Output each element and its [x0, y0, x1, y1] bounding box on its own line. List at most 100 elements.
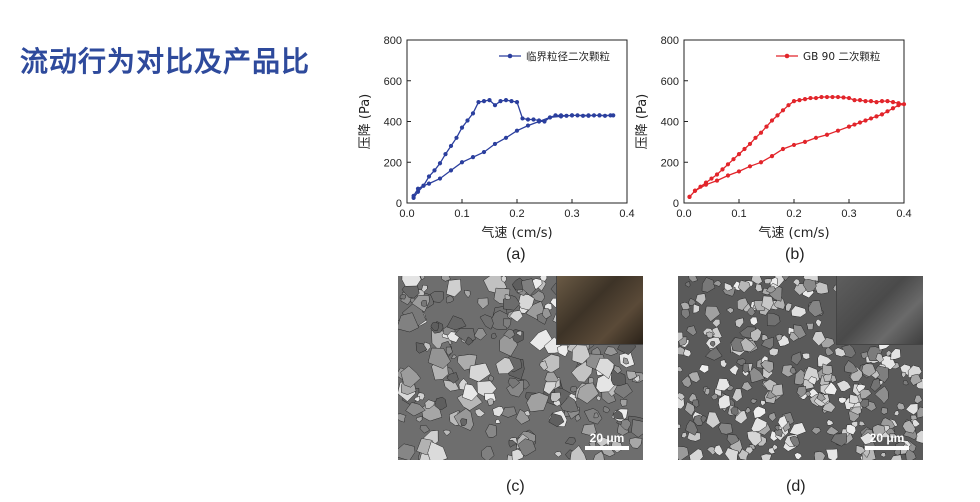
chart-b-data-point — [890, 100, 896, 105]
chart-a-y-tick-label: 0 — [396, 198, 402, 210]
chart-a-x-tick-label: 0.2 — [509, 208, 524, 220]
chart-b-data-point — [714, 172, 720, 177]
sem-image-d: 20 μm — [678, 276, 923, 460]
chart-a-x-tick-label: 0.1 — [454, 208, 469, 220]
chart-b-data-point — [896, 103, 901, 108]
chart-a-data-point — [421, 183, 426, 188]
chart-b-y-tick-label: 800 — [661, 35, 679, 47]
chart-a-y-tick-label: 200 — [384, 157, 402, 169]
chart-b-data-point — [742, 146, 747, 152]
scale-bar-c: 20 μm — [585, 431, 629, 450]
chart-a-data-point — [437, 176, 443, 181]
chart-b-data-point — [714, 178, 720, 183]
chart-a-legend-marker — [507, 53, 513, 59]
chart-b-data-point — [824, 94, 830, 100]
chart-a-data-point — [503, 135, 509, 140]
chart-b-data-point — [835, 128, 841, 133]
chart-b-data-point — [863, 99, 868, 104]
chart-b-legend-label: GB 90 二次颗粒 — [803, 50, 881, 63]
chart-b-data-point — [830, 94, 835, 100]
panel-label-c: (c) — [506, 478, 525, 495]
chart-b-data-point — [819, 94, 824, 100]
chart-a-data-point — [536, 119, 542, 124]
chart-b-data-point — [731, 157, 736, 162]
chart-b-legend-marker — [784, 53, 790, 59]
chart-b-data-point — [687, 194, 692, 199]
chart-a-data-point — [437, 161, 443, 166]
chart-a-data-point — [492, 103, 498, 108]
chart-a-data-point — [547, 115, 553, 120]
chart-a-x-tick-label: 0.3 — [564, 208, 579, 220]
chart-b-data-point — [747, 141, 753, 147]
chart-a-data-point — [465, 118, 470, 123]
chart-b-data-point — [841, 95, 846, 100]
chart-a-data-point — [531, 117, 536, 122]
chart-b-data-point — [753, 135, 758, 140]
chart-a-data-point — [591, 113, 597, 118]
chart-b-x-tick-label: 0.4 — [896, 208, 911, 220]
chart-a-data-point — [481, 99, 487, 104]
chart-a-data-point — [520, 116, 525, 121]
slide-title: 流动行为对比及产品比 — [20, 45, 311, 78]
chart-b-y-axis-label: 压降 (Pa) — [635, 94, 650, 150]
chart-b-data-point — [769, 154, 775, 159]
chart-a-y-tick-label: 600 — [384, 76, 402, 88]
chart-a-data-point — [542, 119, 547, 124]
chart-b-data-point — [852, 98, 857, 103]
chart-a-data-point — [503, 98, 509, 103]
chart-a-y-tick-label: 400 — [384, 117, 402, 129]
chart-b-data-point — [725, 162, 731, 167]
chart-a-data-point — [415, 186, 421, 191]
chart-b-data-point — [852, 122, 857, 127]
chart-a: 0.0 0.1 0.2 0.3 0.4 0 200 400 600 800 气速 (cm/s) 压降 … — [358, 35, 635, 241]
chart-b-data-point — [786, 103, 791, 108]
chart-b-data-point — [857, 120, 863, 125]
chart-b-data-point — [720, 167, 725, 172]
chart-b-data-point — [758, 160, 764, 165]
chart-a-y-tick-label: 800 — [384, 35, 402, 47]
chart-a-data-point — [569, 113, 575, 118]
chart-a-data-point — [411, 193, 416, 198]
chart-a-data-point — [498, 99, 503, 104]
chart-b-data-point — [835, 94, 841, 100]
chart-a-data-point — [426, 174, 432, 179]
chart-b-data-point — [802, 139, 808, 144]
chart-b-x-tick-label: 0.0 — [676, 208, 691, 220]
chart-b-y-tick-label: 0 — [673, 198, 679, 210]
chart-b-y-tick-label: 200 — [661, 157, 679, 169]
chart-b-x-tick-label: 0.2 — [786, 208, 801, 220]
chart-a-data-point — [575, 113, 580, 118]
chart-b-data-point — [791, 99, 797, 104]
chart-a-legend-label: 临界粒径二次颗粒 — [526, 50, 610, 63]
chart-b-data-point — [736, 152, 742, 157]
chart-b-data-point — [813, 135, 819, 140]
chart-b-data-point — [874, 114, 879, 119]
chart-a-data-point — [448, 143, 454, 149]
chart-b-data-point — [725, 173, 731, 178]
chart-a-data-point — [476, 100, 481, 105]
chart-a-data-point — [525, 123, 531, 128]
chart-a-x-tick-label: 0.0 — [399, 208, 414, 220]
chart-b-data-point — [698, 184, 703, 189]
chart-b-data-point — [885, 99, 890, 104]
chart-a-data-point — [481, 149, 487, 155]
chart-b-data-point — [879, 99, 885, 104]
chart-a-data-point — [558, 114, 564, 119]
chart-b-data-point — [764, 124, 769, 129]
chart-b-data-point — [791, 142, 797, 148]
sem-image-c: 20 μm — [398, 276, 643, 460]
chart-b-data-point — [846, 124, 852, 129]
chart-a-x-tick-label: 0.4 — [619, 208, 634, 220]
chart-b-x-tick-label: 0.3 — [841, 208, 856, 220]
panel-label-d: (d) — [786, 478, 806, 495]
chart-a-data-point — [426, 181, 432, 186]
chart-b-data-point — [780, 108, 786, 113]
chart-b-data-point — [813, 95, 819, 101]
chart-b-data-point — [769, 118, 775, 123]
chart-b-data-point — [797, 98, 802, 103]
chart-b-data-point — [890, 106, 896, 111]
chart-b-x-axis-label: 气速 (cm/s) — [758, 225, 829, 241]
chart-b-data-point — [901, 102, 907, 107]
chart-b-y-tick-label: 600 — [661, 76, 679, 88]
chart-a-data-point — [597, 113, 602, 118]
